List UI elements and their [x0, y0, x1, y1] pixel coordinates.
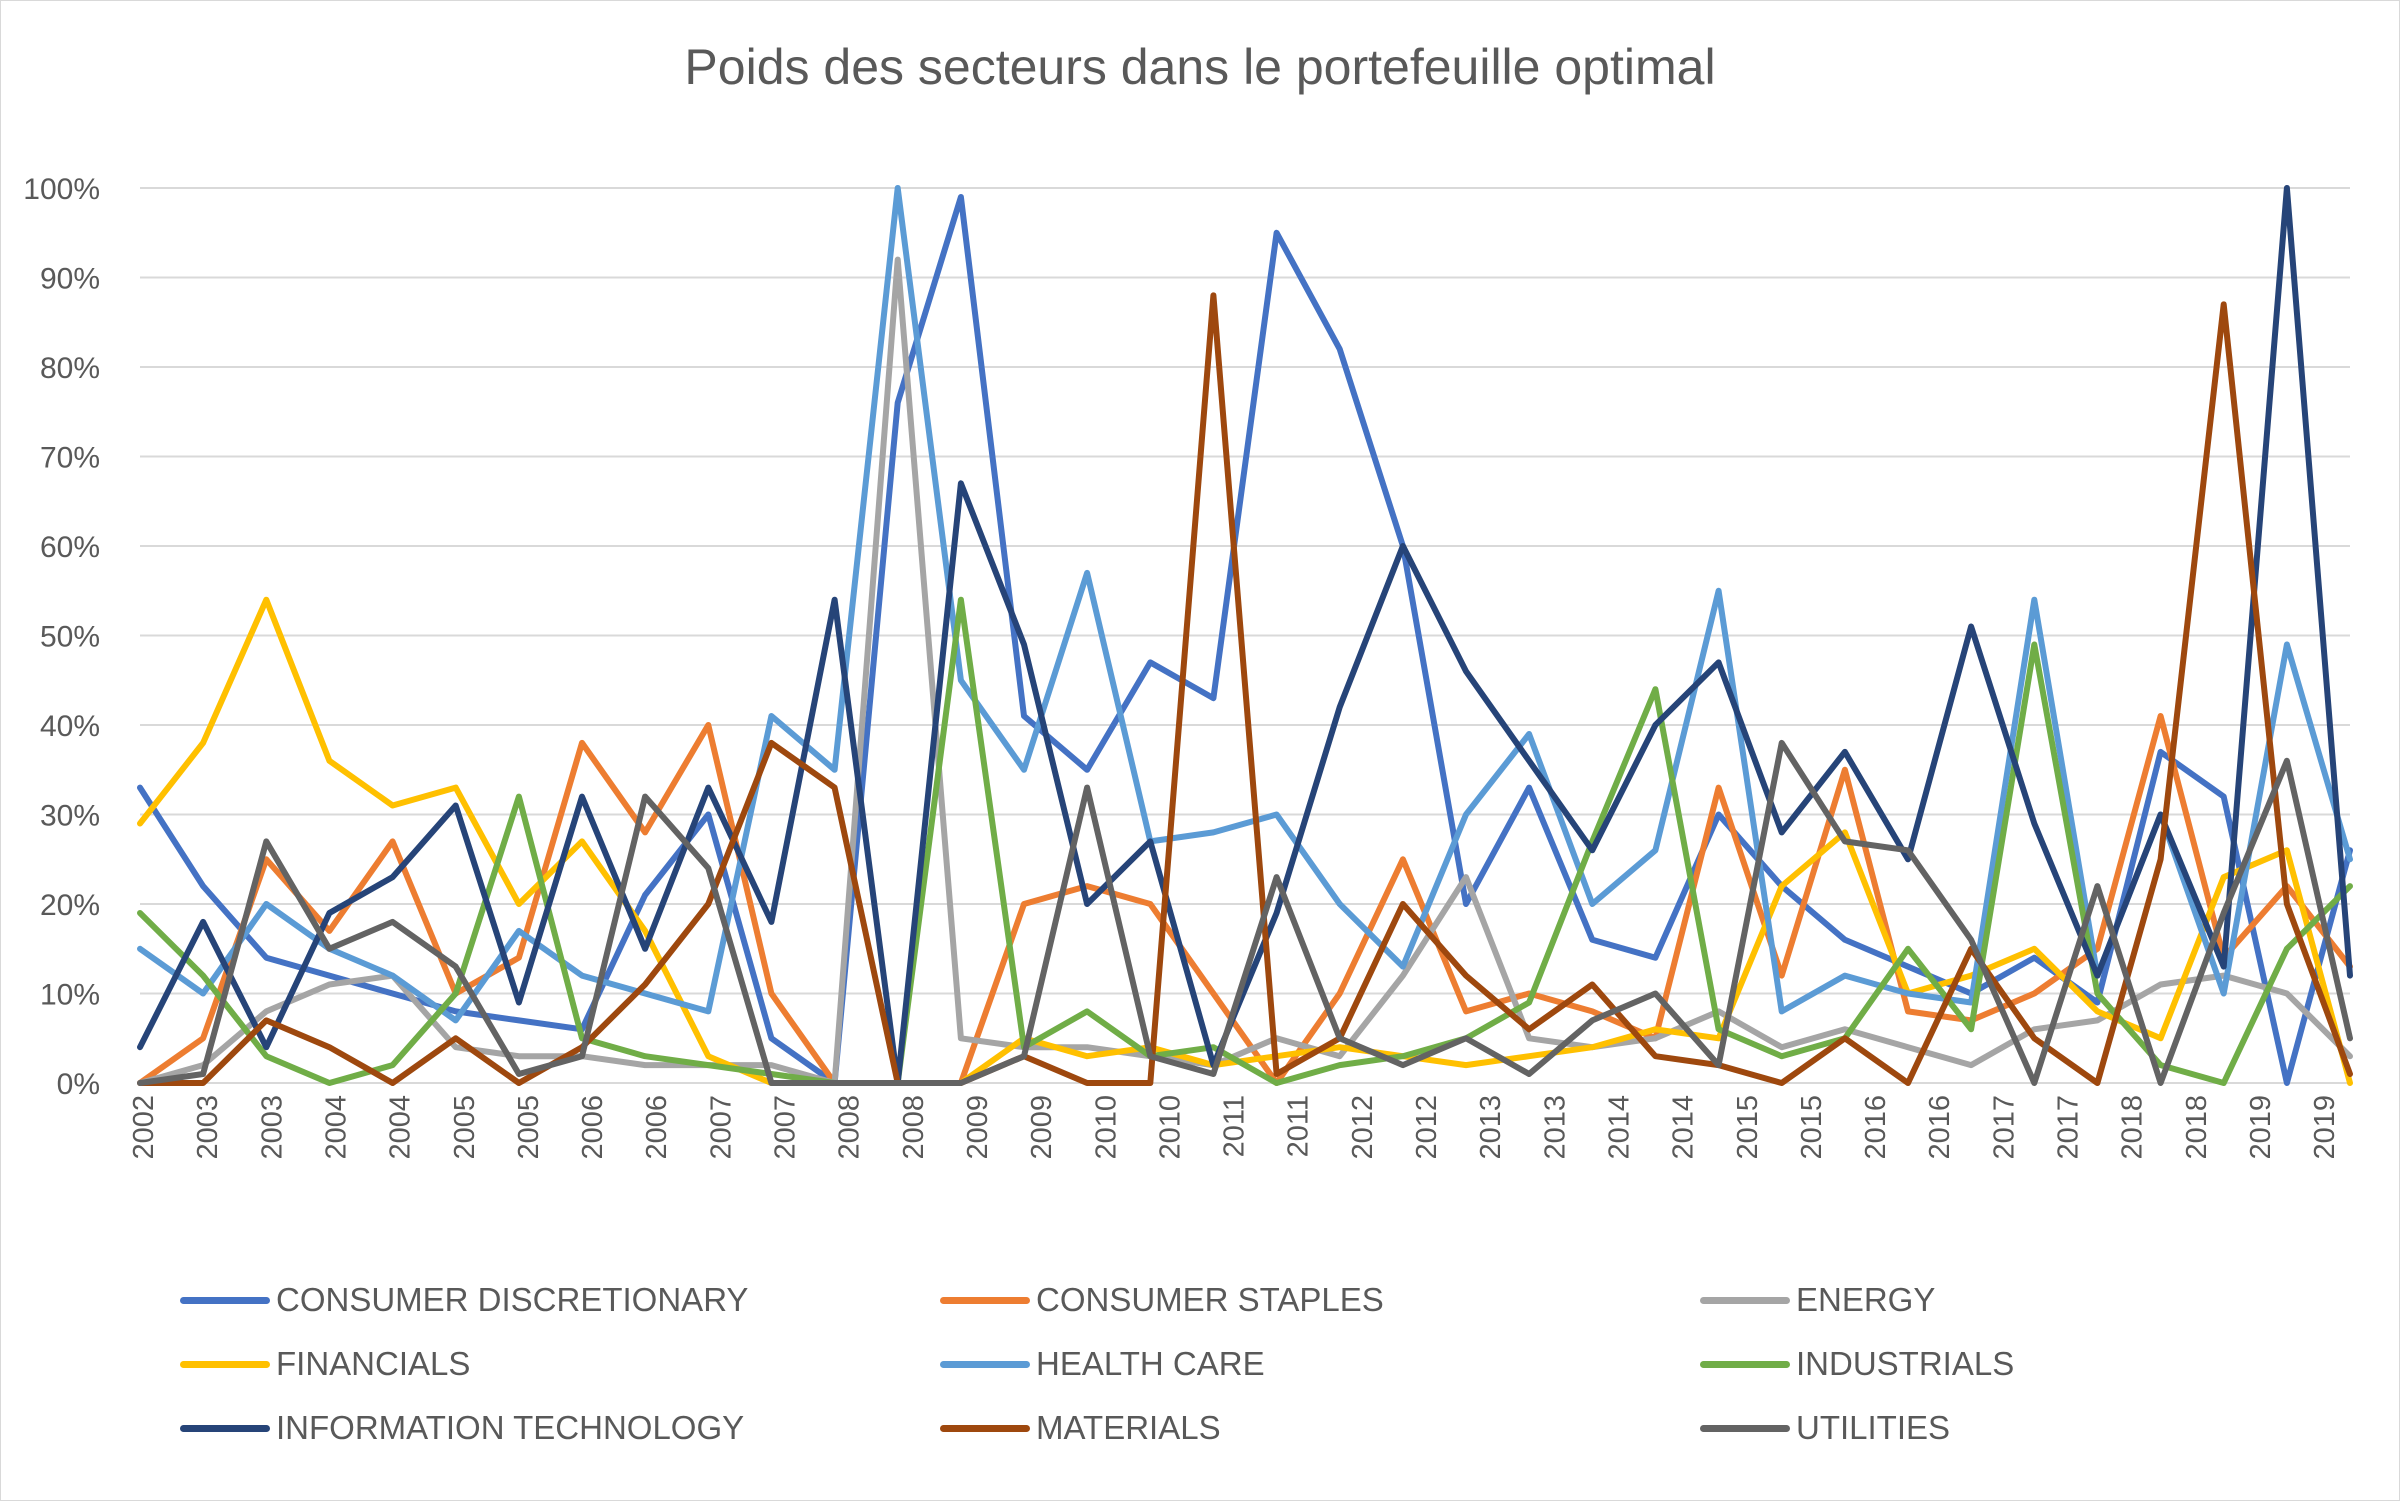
- x-tick-label: 2005: [449, 1095, 481, 1160]
- x-tick-label: 2018: [2181, 1095, 2213, 1160]
- y-tick-label: 40%: [40, 710, 100, 743]
- legend-swatch: [940, 1360, 1030, 1368]
- x-tick-label: 2007: [770, 1095, 802, 1160]
- x-tick-label: 2009: [962, 1095, 994, 1160]
- x-tick-label: 2004: [320, 1095, 352, 1160]
- y-tick-label: 50%: [40, 621, 100, 654]
- legend-swatch: [940, 1296, 1030, 1304]
- legend-swatch: [1700, 1296, 1790, 1304]
- series-line-health-care: [137, 185, 2353, 1024]
- x-tick-label: 2004: [385, 1095, 417, 1160]
- legend-swatch: [180, 1424, 270, 1432]
- legend-item: FINANCIALS: [180, 1339, 470, 1389]
- x-tick-label: 2011: [1283, 1095, 1315, 1157]
- legend-label: INDUSTRIALS: [1796, 1345, 2015, 1382]
- legend-item: HEALTH CARE: [940, 1339, 1265, 1389]
- x-tick-label: 2016: [1924, 1095, 1956, 1160]
- legend-item: INFORMATION TECHNOLOGY: [180, 1403, 744, 1453]
- series-line-information-technology: [137, 185, 2353, 1086]
- y-tick-label: 90%: [40, 263, 100, 296]
- legend-label: ENERGY: [1796, 1281, 1936, 1318]
- x-tick-label: 2017: [1988, 1095, 2020, 1160]
- x-tick-label: 2002: [128, 1095, 160, 1160]
- x-tick-label: 2019: [2309, 1095, 2341, 1160]
- x-tick-label: 2018: [2117, 1095, 2149, 1160]
- legend-label: MATERIALS: [1036, 1409, 1221, 1446]
- x-tick-label: 2012: [1411, 1095, 1443, 1160]
- legend-swatch: [1700, 1360, 1790, 1368]
- x-tick-label: 2012: [1347, 1095, 1379, 1160]
- legend-item: ENERGY: [1700, 1275, 1935, 1325]
- x-tick-label: 2008: [834, 1095, 866, 1160]
- legend-label: CONSUMER DISCRETIONARY: [276, 1281, 749, 1318]
- y-tick-label: 70%: [40, 442, 100, 475]
- x-tick-label: 2017: [2053, 1095, 2085, 1160]
- x-tick-label: 2015: [1796, 1095, 1828, 1160]
- legend-item: CONSUMER DISCRETIONARY: [180, 1275, 748, 1325]
- series-line-consumer-discretionary: [137, 194, 2353, 1086]
- y-tick-label: 60%: [40, 531, 100, 564]
- series-lines: [137, 185, 2353, 1086]
- x-tick-label: 2007: [705, 1095, 737, 1160]
- legend-swatch: [180, 1296, 270, 1304]
- legend-item: INDUSTRIALS: [1700, 1339, 2014, 1389]
- y-tick-label: 100%: [23, 173, 100, 206]
- chart-title: Poids des secteurs dans le portefeuille …: [684, 39, 1716, 95]
- legend-label: CONSUMER STAPLES: [1036, 1281, 1384, 1318]
- y-axis: 0% 10% 20% 30% 40% 50% 60% 70% 80% 90% 100%: [23, 173, 100, 1101]
- x-tick-label: 2016: [1860, 1095, 1892, 1160]
- legend-item: UTILITIES: [1700, 1403, 1950, 1453]
- x-tick-label: 2006: [577, 1095, 609, 1160]
- y-tick-label: 20%: [40, 889, 100, 922]
- x-tick-label: 2003: [256, 1095, 288, 1160]
- x-tick-label: 2006: [641, 1095, 673, 1160]
- legend-swatch: [1700, 1424, 1790, 1432]
- x-tick-label: 2010: [1154, 1095, 1186, 1160]
- x-tick-label: 2013: [1475, 1095, 1507, 1160]
- x-tick-label: 2013: [1539, 1095, 1571, 1160]
- x-axis: 2002 2003 2003 2004 2004 2005 2005 2006 2006 2007…: [128, 1095, 2341, 1160]
- series-line-utilities: [137, 739, 2353, 1086]
- y-tick-label: 10%: [40, 979, 100, 1012]
- y-tick-label: 0%: [57, 1068, 100, 1101]
- x-tick-label: 2011: [1219, 1095, 1251, 1157]
- x-tick-label: 2010: [1090, 1095, 1122, 1160]
- gridlines: [140, 187, 2350, 1084]
- legend-label: INFORMATION TECHNOLOGY: [276, 1409, 745, 1446]
- x-tick-label: 2008: [898, 1095, 930, 1160]
- y-tick-label: 80%: [40, 352, 100, 385]
- x-tick-label: 2019: [2245, 1095, 2277, 1160]
- x-tick-label: 2015: [1732, 1095, 1764, 1160]
- x-tick-label: 2014: [1603, 1095, 1635, 1160]
- x-tick-label: 2005: [513, 1095, 545, 1160]
- x-tick-label: 2014: [1668, 1095, 1700, 1160]
- plot-area: 0%10%20%30%40%50%60%70%80%90%100% 2002 20…: [23, 173, 2353, 1160]
- legend-label: FINANCIALS: [276, 1345, 471, 1382]
- legend-label: UTILITIES: [1796, 1409, 1951, 1446]
- legend-swatch: [940, 1424, 1030, 1432]
- legend-label: HEALTH CARE: [1036, 1345, 1265, 1382]
- legend-item: CONSUMER STAPLES: [940, 1275, 1384, 1325]
- x-tick-label: 2009: [1026, 1095, 1058, 1160]
- y-tick-label: 30%: [40, 800, 100, 833]
- legend-swatch: [180, 1360, 270, 1368]
- x-tick-label: 2003: [192, 1095, 224, 1160]
- legend-item: MATERIALS: [940, 1403, 1221, 1453]
